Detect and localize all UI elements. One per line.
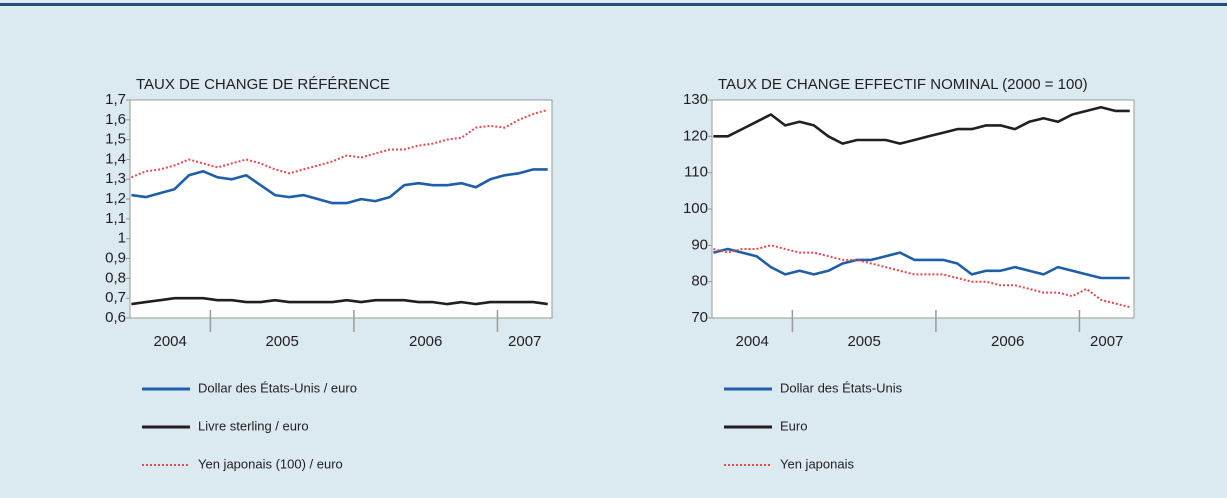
- y-tick-label: 1,7: [105, 91, 126, 108]
- y-tick-label: 1,6: [105, 111, 126, 128]
- y-tick-label: 70: [691, 309, 708, 326]
- plot-area: [711, 99, 1135, 319]
- x-tick-label: 2005: [265, 333, 298, 350]
- chart-title: TAUX DE CHANGE EFFECTIF NOMINAL (2000 = …: [718, 76, 1088, 93]
- y-tick-label: 0,9: [105, 250, 126, 267]
- y-tick-label: 1,3: [105, 170, 126, 187]
- legend-label: Yen japonais (100) / euro: [198, 456, 343, 471]
- y-tick-label: 1,4: [105, 150, 126, 167]
- series-line: [131, 108, 548, 179]
- y-tick-label: 0,8: [105, 269, 126, 286]
- legend-label: Dollar des États-Unis: [780, 380, 903, 395]
- series-line: [713, 244, 1130, 309]
- y-tick-label: 0,7: [105, 289, 126, 306]
- top-rule: [0, 3, 1227, 6]
- legend-label: Euro: [780, 418, 807, 433]
- series-line: [131, 296, 548, 306]
- x-tick-label: 2004: [154, 333, 187, 350]
- y-tick-label: 130: [683, 91, 708, 108]
- x-tick-label: 2004: [736, 333, 769, 350]
- series-line: [713, 247, 1130, 280]
- y-tick-label: 1,5: [105, 131, 126, 148]
- x-tick-label: 2007: [1090, 333, 1123, 350]
- y-tick-label: 0,6: [105, 309, 126, 326]
- legend-label: Yen japonais: [780, 456, 854, 471]
- x-tick-label: 2006: [991, 333, 1024, 350]
- series-line: [131, 168, 548, 205]
- plot-area: [129, 99, 553, 319]
- y-tick-label: 120: [683, 127, 708, 144]
- y-tick-label: 110: [684, 164, 708, 181]
- y-tick-label: 100: [683, 200, 708, 217]
- chart-title: TAUX DE CHANGE DE RÉFÉRENCE: [136, 76, 390, 93]
- y-tick-label: 1,2: [105, 190, 126, 207]
- y-tick-label: 1,1: [105, 210, 126, 227]
- x-tick-label: 2006: [409, 333, 442, 350]
- series-line: [713, 106, 1130, 145]
- legend-label: Dollar des États-Unis / euro: [198, 380, 357, 395]
- y-tick-label: 1: [118, 230, 126, 247]
- legend-label: Livre sterling / euro: [198, 418, 309, 433]
- x-tick-label: 2007: [508, 333, 541, 350]
- x-tick-label: 2005: [847, 333, 880, 350]
- y-tick-label: 90: [691, 236, 708, 253]
- y-tick-label: 80: [691, 273, 708, 290]
